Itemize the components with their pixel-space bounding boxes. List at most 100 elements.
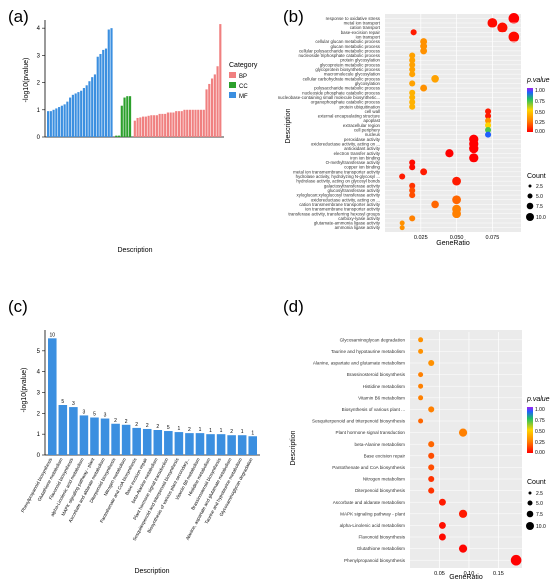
y-tick-label: metal ion transmembrane transporter acti… bbox=[293, 169, 381, 174]
dot bbox=[409, 187, 416, 194]
legend-label-mf: MF bbox=[239, 94, 248, 100]
y-tick-label: oxidoreductase activity, acting on ... bbox=[311, 141, 380, 146]
dot bbox=[497, 22, 508, 33]
bar-count-label: 2 bbox=[135, 422, 138, 428]
dot bbox=[452, 195, 461, 205]
bar bbox=[164, 431, 173, 455]
bar bbox=[158, 113, 161, 137]
size-legend-dot bbox=[527, 500, 533, 506]
color-legend-tick: 0.50 bbox=[535, 110, 545, 116]
dot bbox=[458, 428, 468, 437]
y-tick-label: cell wall bbox=[365, 109, 380, 114]
bar bbox=[128, 96, 132, 137]
dot bbox=[438, 498, 446, 506]
y-tick-label: glycoprotein biosynthetic process bbox=[315, 67, 380, 72]
y-tick-label: cellular glucan metabolic process bbox=[315, 39, 380, 44]
color-legend-bar bbox=[527, 88, 533, 132]
bar bbox=[172, 112, 175, 137]
dot bbox=[418, 337, 424, 343]
bar-count-label: 10 bbox=[49, 332, 55, 338]
bar bbox=[144, 116, 147, 137]
size-legend-label: 5.0 bbox=[536, 194, 543, 200]
bar bbox=[161, 113, 164, 137]
dot bbox=[418, 418, 424, 424]
y-tick-label: cellular carbohydrate metabolic process bbox=[303, 76, 381, 81]
dot bbox=[508, 13, 520, 24]
dot bbox=[420, 47, 428, 55]
y-tick-label: external encapsulating structure bbox=[318, 114, 381, 119]
size-legend-label: 2.5 bbox=[536, 184, 543, 190]
panel-b-y-label: Description bbox=[285, 108, 292, 143]
dot bbox=[428, 464, 435, 471]
y-tick-label: Base excision repair bbox=[364, 453, 406, 458]
size-legend-dot bbox=[526, 522, 534, 530]
y-tick-label: polysaccharide metabolic process bbox=[314, 86, 381, 91]
bar bbox=[142, 116, 145, 137]
y-tick-label: 3 bbox=[37, 391, 41, 397]
y-tick-label: oxidoreductase activity, acting on ... bbox=[311, 197, 380, 202]
y-tick-label: O-methyltransferase activity bbox=[326, 160, 381, 165]
bar-count-label: 3 bbox=[72, 401, 75, 407]
y-tick-label: 5 bbox=[37, 349, 41, 355]
y-tick-label: macromolecule glycosylation bbox=[324, 72, 381, 77]
panel-a-y-label: -log10(pvalue) bbox=[23, 58, 30, 103]
bar bbox=[150, 115, 153, 137]
y-tick-label: glutamate-ammonia ligase activity bbox=[314, 221, 381, 226]
x-tick-label: 0.15 bbox=[493, 571, 504, 577]
dot bbox=[428, 359, 435, 367]
bar bbox=[74, 93, 77, 137]
dot bbox=[452, 209, 461, 219]
bar bbox=[99, 54, 102, 137]
dot bbox=[409, 89, 416, 96]
bar bbox=[174, 432, 184, 455]
bar bbox=[248, 436, 257, 455]
dot bbox=[452, 176, 461, 186]
y-tick-label: beta-Alanine metabolism bbox=[354, 442, 405, 447]
y-tick-label: antioxidant activity bbox=[344, 146, 381, 151]
y-tick-label: MAPK signaling pathway - plant bbox=[340, 511, 406, 516]
y-tick-label: ion transport bbox=[356, 34, 381, 39]
bar-count-label: 5 bbox=[93, 412, 96, 418]
bar bbox=[66, 101, 69, 137]
legend-label-bp: BP bbox=[239, 74, 247, 80]
bar bbox=[147, 115, 150, 137]
bar-count-label: 5 bbox=[167, 425, 170, 431]
y-tick-label: Nitrogen metabolism bbox=[363, 477, 405, 482]
y-tick-label: Pantothenate and CoA biosynthesis bbox=[332, 465, 405, 470]
size-legend-label: 2.5 bbox=[536, 491, 543, 497]
bar bbox=[88, 81, 91, 137]
dot bbox=[409, 159, 416, 166]
y-tick-label: protein glycosylation bbox=[340, 58, 380, 63]
color-legend-tick: 0.00 bbox=[535, 450, 545, 456]
bar bbox=[60, 105, 63, 137]
y-tick-label: base-excision repair bbox=[341, 30, 381, 35]
y-tick-label: glycosylation bbox=[355, 81, 381, 86]
color-legend-tick: 0.25 bbox=[535, 120, 545, 126]
dot bbox=[469, 153, 479, 163]
y-tick-label: 0 bbox=[37, 453, 41, 459]
dot bbox=[409, 182, 416, 189]
panel-d-y-label: Description bbox=[290, 430, 297, 465]
y-tick-label: Diterpenoid biosynthesis bbox=[355, 488, 406, 493]
y-tick-label: 0 bbox=[37, 135, 41, 141]
bar bbox=[93, 74, 97, 137]
size-legend-label: 5.0 bbox=[536, 501, 543, 507]
dot bbox=[428, 487, 435, 494]
y-tick-label: Vitamin B6 metabolism bbox=[358, 395, 405, 400]
y-tick-label: hydrolase activity, acting on glycosyl b… bbox=[296, 179, 380, 184]
bar bbox=[183, 109, 186, 137]
y-tick-label: 4 bbox=[37, 26, 41, 32]
y-tick-label: ammonia ligase activity bbox=[335, 225, 381, 230]
y-tick-label: glucosyltransferase activity bbox=[328, 188, 381, 193]
dot bbox=[409, 164, 416, 171]
color-legend-tick: 0.50 bbox=[535, 429, 545, 435]
bar bbox=[71, 94, 74, 137]
y-tick-label: 1 bbox=[37, 432, 41, 438]
bar bbox=[96, 56, 99, 137]
y-tick-label: Ascorbate and aldarate metabolism bbox=[333, 500, 405, 505]
dot bbox=[399, 225, 405, 231]
color-legend-tick: 0.00 bbox=[535, 129, 545, 135]
panel-a-chart: -log10(pvalue) Description Category BP C… bbox=[23, 20, 258, 254]
size-legend-title: Count bbox=[527, 173, 546, 180]
panel-label-a: (a) bbox=[8, 7, 29, 26]
